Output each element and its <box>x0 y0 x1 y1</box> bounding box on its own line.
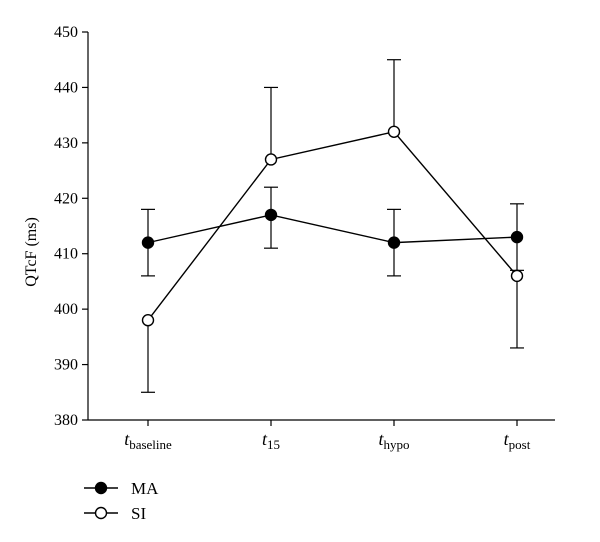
x-tick-label-post: tpost <box>504 429 531 452</box>
y-tick-label-390: 390 <box>54 357 78 374</box>
y-tick-label-400: 400 <box>54 301 78 318</box>
y-axis-title-group: QTcF (ms) <box>23 217 40 287</box>
x-tick-label-hypo: thypo <box>378 429 409 452</box>
y-tick-label-420: 420 <box>54 190 78 207</box>
point-SI-0 <box>141 314 155 327</box>
y-tick-label-430: 430 <box>54 135 78 152</box>
axes: 380 390 400 410 420 430 440 450 tbaseline t15 thyp… <box>54 24 555 452</box>
point-MA-3 <box>510 230 524 244</box>
point-SI-3 <box>510 269 524 283</box>
series-lines <box>147 130 518 321</box>
y-tick-label-380: 380 <box>54 412 78 429</box>
x-tick-label-baseline: tbaseline <box>124 429 172 452</box>
point-SI-2 <box>387 125 401 138</box>
legend-marker-SI <box>94 506 108 520</box>
y-tick-label-440: 440 <box>54 79 78 96</box>
error-bars <box>141 59 524 393</box>
y-axis-title: QTcF (ms) <box>23 217 40 287</box>
y-tick-label-410: 410 <box>54 246 78 263</box>
y-tick-label-450: 450 <box>54 24 78 41</box>
data-points <box>141 125 524 327</box>
x-tick-label-15: t15 <box>262 429 280 452</box>
series-line-SI <box>147 130 518 321</box>
point-MA-1 <box>264 208 278 222</box>
legend-marker-MA <box>94 481 108 495</box>
series-line-MA <box>147 214 518 244</box>
point-SI-1 <box>264 153 278 166</box>
legend-label-SI: SI <box>131 504 146 523</box>
point-MA-2 <box>387 236 401 249</box>
point-MA-0 <box>141 236 155 249</box>
legend-label-MA: MA <box>131 479 159 498</box>
legend: MA SI <box>84 479 159 523</box>
